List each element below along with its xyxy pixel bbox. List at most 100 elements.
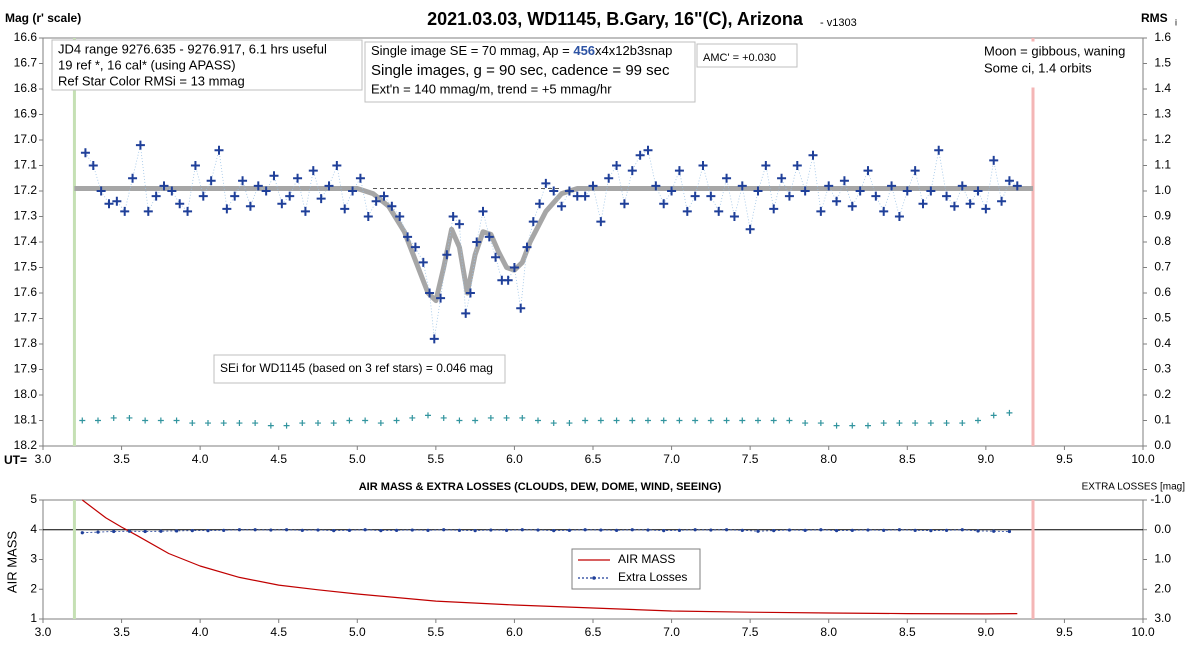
- data-point: [1006, 409, 1013, 416]
- y-tick-label: 17.0: [14, 132, 38, 146]
- data-point: [80, 148, 90, 158]
- data-point: [409, 414, 416, 421]
- data-point: [659, 199, 669, 209]
- annotation-text: Single images, g = 90 sec, cadence = 99 …: [371, 62, 670, 79]
- data-point: [316, 528, 320, 532]
- y2-tick-label: 1.6: [1154, 30, 1171, 44]
- data-point: [442, 250, 452, 260]
- y2-axis-label-sub: i: [1175, 17, 1177, 27]
- data-point: [503, 275, 513, 285]
- x-tick-label: 9.5: [1056, 625, 1073, 639]
- data-point: [126, 414, 133, 421]
- y2-tick-label: 0.5: [1154, 311, 1171, 325]
- data-point: [572, 191, 582, 201]
- x-tick-label: 4.0: [192, 452, 209, 466]
- series-line: [81, 499, 1018, 615]
- annotation-text: Moon = gibbous, waning: [984, 43, 1125, 58]
- data-point: [784, 191, 794, 201]
- data-point: [363, 528, 367, 532]
- data-point: [745, 224, 755, 234]
- y2-tick-label: 1.4: [1154, 81, 1171, 95]
- data-point: [190, 529, 194, 533]
- data-point: [975, 417, 981, 424]
- x-tick-label: 8.0: [820, 452, 837, 466]
- y2-tick-label: 0.8: [1154, 234, 1171, 248]
- data-point: [456, 417, 463, 424]
- data-point: [552, 529, 556, 533]
- data-point: [662, 529, 666, 533]
- x-tick-label: 3.5: [113, 625, 130, 639]
- legend-swatch-dot: [592, 576, 596, 580]
- annotation-text: AMC' = +0.030: [703, 52, 776, 64]
- data-point: [896, 420, 903, 427]
- data-point: [220, 420, 227, 427]
- y2-tick-label: 0.3: [1154, 362, 1171, 376]
- data-point: [528, 217, 538, 227]
- data-point: [957, 181, 967, 191]
- data-point: [965, 199, 975, 209]
- data-point: [237, 528, 242, 532]
- data-point: [425, 412, 431, 419]
- annotation-text: Ref Star Color RMSi = 13 mmag: [58, 73, 245, 88]
- data-point: [865, 422, 871, 429]
- data-point: [549, 186, 559, 196]
- data-point: [167, 186, 177, 196]
- data-point: [238, 176, 248, 186]
- data-point: [808, 150, 818, 160]
- data-point: [660, 417, 667, 424]
- data-point: [395, 212, 405, 221]
- data-point: [1004, 176, 1014, 186]
- data-point: [646, 528, 650, 532]
- annotation-text: Ext'n = 140 mmag/m, trend = +5 mmag/hr: [371, 81, 612, 96]
- data-point: [739, 417, 746, 424]
- data-point: [284, 528, 289, 532]
- y-tick-label: 1: [30, 611, 37, 625]
- data-point: [944, 528, 949, 532]
- data-point: [802, 420, 809, 427]
- data-point: [465, 288, 475, 298]
- data-point: [340, 204, 350, 214]
- data-point: [473, 529, 477, 533]
- data-point: [393, 417, 400, 424]
- data-point: [394, 528, 399, 532]
- data-point: [308, 166, 318, 176]
- data-point: [599, 528, 603, 532]
- series-line: [74, 186, 1033, 304]
- data-point: [693, 528, 697, 532]
- data-point: [832, 196, 842, 206]
- data-point: [755, 417, 761, 424]
- data-point: [426, 528, 430, 532]
- data-point: [753, 186, 763, 196]
- data-point: [597, 417, 604, 424]
- data-point: [698, 161, 708, 170]
- data-point: [871, 191, 881, 201]
- data-point: [535, 199, 545, 209]
- data-point: [792, 161, 802, 170]
- x-tick-label: 4.5: [270, 452, 287, 466]
- data-point: [448, 212, 458, 221]
- data-point: [973, 186, 983, 196]
- x-tick-label: 5.0: [349, 452, 366, 466]
- data-point: [509, 263, 519, 272]
- data-point: [174, 529, 179, 533]
- data-point: [989, 155, 999, 165]
- data-point: [190, 161, 200, 170]
- data-point: [772, 529, 776, 533]
- data-point: [992, 529, 996, 533]
- data-point: [887, 181, 897, 191]
- annotation-box: [364, 41, 696, 103]
- data-point: [222, 528, 226, 532]
- data-point: [487, 414, 494, 421]
- y-tick-label: 5: [30, 492, 37, 506]
- data-point: [403, 232, 413, 242]
- data-point: [520, 528, 524, 532]
- x-tick-label: 3.5: [113, 452, 130, 466]
- data-point: [902, 186, 912, 196]
- data-point: [629, 417, 636, 424]
- data-point: [135, 140, 145, 150]
- data-point: [536, 528, 540, 532]
- data-point: [596, 217, 606, 227]
- x-tick-label: 3.0: [35, 452, 52, 466]
- data-point: [855, 186, 865, 196]
- data-point: [96, 530, 100, 534]
